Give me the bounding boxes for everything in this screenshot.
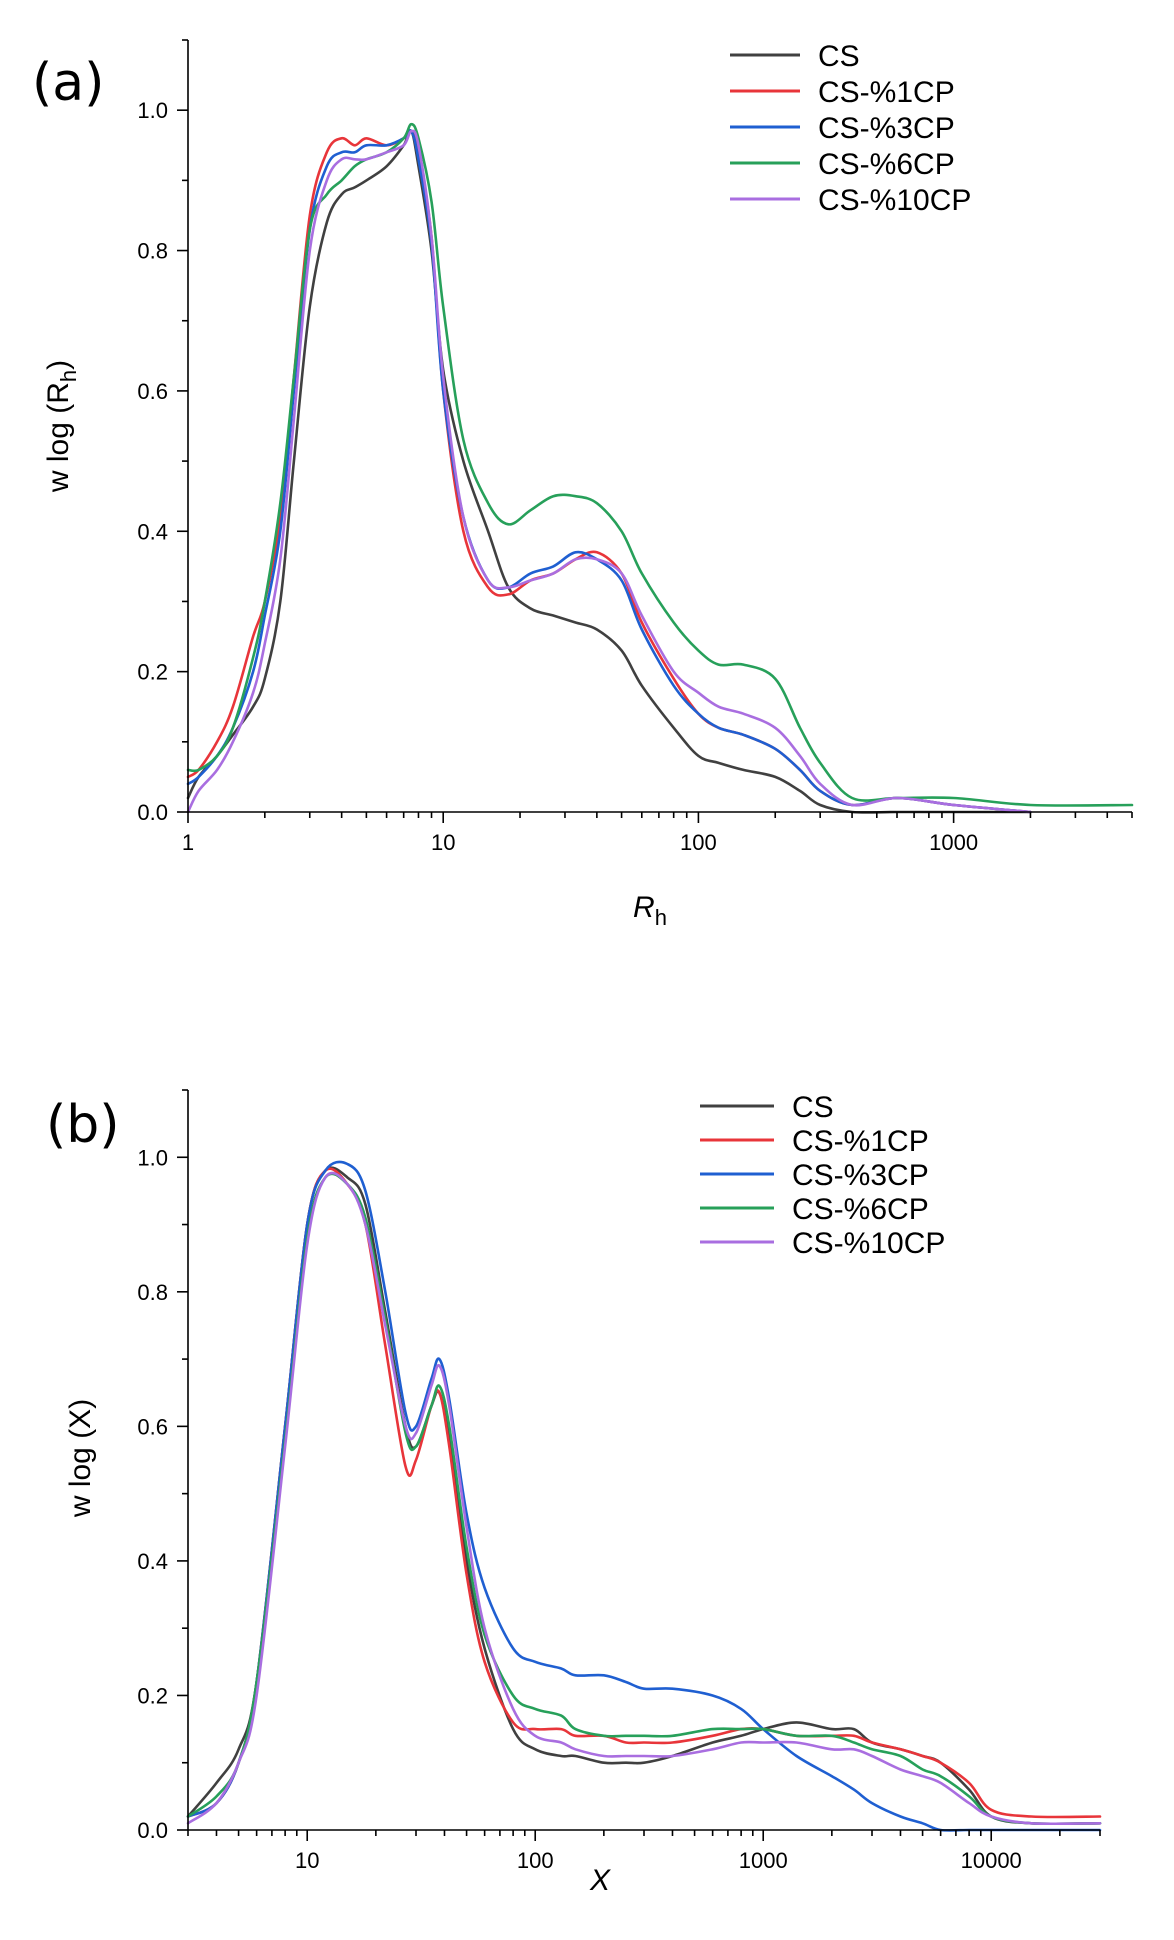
panel-b-plot-area bbox=[186, 1160, 1102, 1832]
panel-a-y-tick-label: 0.6 bbox=[137, 379, 168, 404]
panel-a-plot-area bbox=[186, 122, 1134, 814]
panel-b-legend-label-1: CS-%1CP bbox=[792, 1125, 929, 1158]
panel-a-legend-label-3: CS-%6CP bbox=[818, 148, 955, 181]
panel-b-axes bbox=[187, 1090, 1100, 1831]
panel-a-y-axis-label: w log (Rh) bbox=[42, 360, 81, 493]
panel-b-y-tick-label: 0.2 bbox=[137, 1683, 168, 1708]
panel-b-y-ticks: 0.0 0.2 0.4 0.6 0.8 1.0 bbox=[137, 1089, 188, 1843]
panel-a-y-axis-label-main: w log (R bbox=[42, 382, 75, 493]
panel-b-legend-label-2: CS-%3CP bbox=[792, 1159, 929, 1192]
panel-b-series-line-0 bbox=[186, 1166, 1102, 1826]
panel-b-legend-label-4: CS-%10CP bbox=[792, 1227, 945, 1260]
panel-a-legend-label-2: CS-%3CP bbox=[818, 112, 955, 145]
panel-a-y-tick-label: 0.0 bbox=[137, 800, 168, 825]
panel-b-y-tick-label: 0.4 bbox=[137, 1549, 168, 1574]
panel-b-x-axis-label: X bbox=[589, 1864, 611, 1897]
panel-a-y-tick-label: 1.0 bbox=[137, 98, 168, 123]
panel-a-y-tick-label: 0.4 bbox=[137, 519, 168, 544]
panel-b-x-tick-label: 10 bbox=[295, 1848, 319, 1873]
panel-b-y-tick-label: 0.8 bbox=[137, 1280, 168, 1305]
panel-b-y-tick-label: 0.6 bbox=[137, 1414, 168, 1439]
panel-a-y-tick-label: 0.8 bbox=[137, 239, 168, 264]
panel-b-series-line-4 bbox=[186, 1171, 1102, 1826]
panel-a-chart: (a) 1 10 100 1000 0.00.20.40.60.81.0 CSCS-%… bbox=[32, 39, 1134, 930]
panel-a-series-line-3 bbox=[186, 122, 1134, 807]
panel-b-label: (b) bbox=[46, 1095, 120, 1155]
panel-b-series-line-1 bbox=[186, 1167, 1102, 1819]
panel-a-x-axis-label: Rh bbox=[633, 891, 667, 930]
panel-a-series-line-1 bbox=[186, 129, 1032, 814]
panel-a-series-line-4 bbox=[186, 129, 1032, 814]
panel-a-legend-label-4: CS-%10CP bbox=[818, 184, 971, 217]
panel-b-series-line-2 bbox=[186, 1160, 1102, 1832]
panel-a-series-line-0 bbox=[186, 129, 1032, 814]
panel-a-x-tick-label: 10 bbox=[431, 830, 455, 855]
panel-a-y-tick-label: 0.2 bbox=[137, 660, 168, 685]
panel-b-chart: (b) 10 100 1000 10000 0.0 0.2 0.4 0.6 0.8 1.0 CS… bbox=[46, 1089, 1102, 1897]
panel-b-legend-label-0: CS bbox=[792, 1091, 834, 1124]
panel-a-legend-label-1: CS-%1CP bbox=[818, 76, 955, 109]
panel-b-y-axis-label: w log (X) bbox=[64, 1399, 97, 1518]
panel-b-x-tick-label: 100 bbox=[517, 1848, 554, 1873]
panel-a-y-axis-label-close: ) bbox=[42, 360, 75, 370]
panel-a-series-line-2 bbox=[186, 129, 1032, 814]
panel-b-y-tick-label: 1.0 bbox=[137, 1145, 168, 1170]
panel-a-x-tick-label: 1 bbox=[182, 830, 194, 855]
panel-a-x-tick-label: 100 bbox=[680, 830, 717, 855]
panel-b-series-line-3 bbox=[186, 1172, 1102, 1826]
panel-a-x-axis-label-sub: h bbox=[655, 905, 667, 930]
panel-a-y-ticks: 0.0 0.2 0.4 0.6 0.8 1.0 bbox=[137, 39, 188, 825]
panel-a-label: (a) bbox=[32, 53, 104, 113]
panel-b-legend-label-3: CS-%6CP bbox=[792, 1193, 929, 1226]
panel-a-legend-label-0: CS bbox=[818, 40, 860, 73]
panel-a-y-axis-label-sub: h bbox=[56, 370, 81, 382]
panel-b-x-tick-label: 10000 bbox=[961, 1848, 1022, 1873]
panel-a-x-ticks: 1 10 100 1000 bbox=[182, 812, 1133, 855]
panel-b-y-tick-label: 0.0 bbox=[137, 1818, 168, 1843]
panel-a-axes bbox=[187, 40, 1132, 813]
panel-b-x-tick-label: 1000 bbox=[739, 1848, 788, 1873]
panel-a-x-tick-label: 1000 bbox=[929, 830, 978, 855]
panel-a-x-axis-label-main: R bbox=[633, 891, 655, 924]
panel-b-x-ticks: 10 100 1000 10000 bbox=[187, 1830, 1101, 1873]
